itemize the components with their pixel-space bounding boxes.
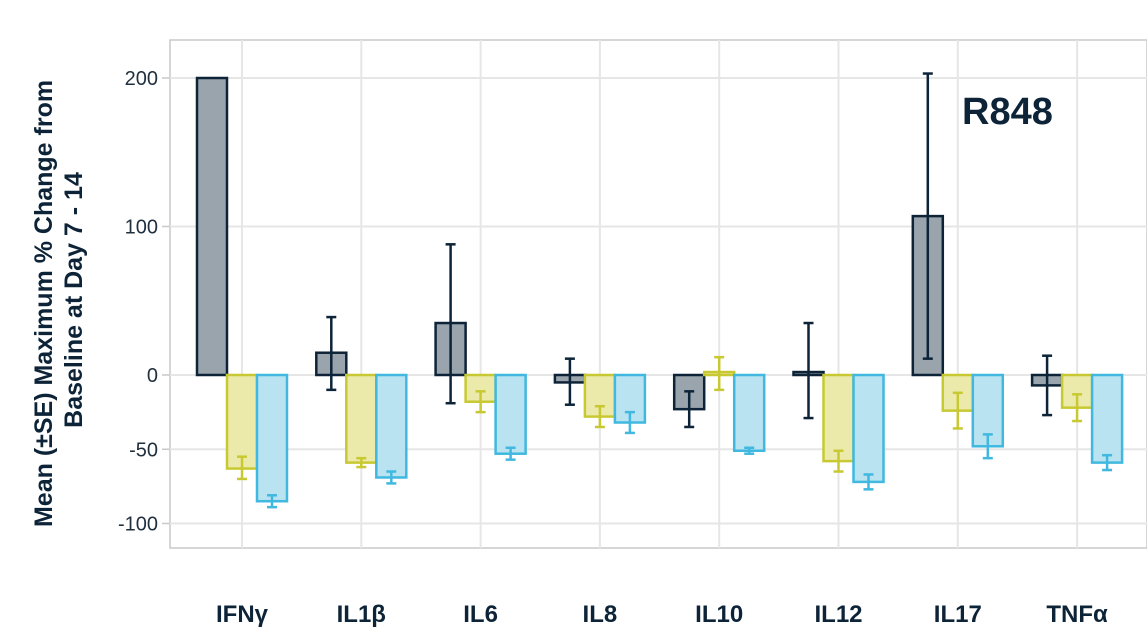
bar bbox=[732, 373, 766, 452]
category-label: IL1β bbox=[337, 601, 386, 628]
category-label: IL6 bbox=[463, 601, 498, 628]
y-axis-label-line-1: Mean (±SE) Maximum % Change from bbox=[30, 80, 58, 527]
y-tick-label: -50 bbox=[129, 439, 158, 461]
bar bbox=[494, 373, 527, 455]
category-label: IL8 bbox=[583, 601, 618, 628]
bar bbox=[1090, 373, 1124, 464]
bar bbox=[375, 373, 408, 479]
bar bbox=[345, 373, 378, 464]
category-label: IL12 bbox=[814, 601, 862, 628]
bar bbox=[255, 373, 289, 503]
error-bars bbox=[237, 72, 1113, 509]
bar bbox=[822, 373, 855, 463]
bar bbox=[195, 76, 229, 377]
bar bbox=[852, 373, 885, 484]
category-label: IL10 bbox=[695, 601, 743, 628]
grid bbox=[169, 39, 1147, 549]
y-tick-label: -100 bbox=[118, 514, 158, 536]
category-labels: IFNγ IL1β IL6 IL8 IL10 IL12 IL17 TNFα bbox=[216, 601, 1108, 628]
bar bbox=[225, 373, 259, 470]
category-label: IFNγ bbox=[216, 601, 269, 628]
y-axis-label: Mean (±SE) Maximum % Change from Baselin… bbox=[30, 73, 88, 527]
y-tick-labels: 200 100 0 -50 -100 bbox=[118, 68, 170, 536]
y-tick-label: 0 bbox=[147, 365, 158, 387]
chart-annotation: R848 bbox=[962, 91, 1053, 133]
category-label: TNFα bbox=[1046, 601, 1108, 628]
y-tick-label: 100 bbox=[125, 217, 158, 239]
y-tick-label: 200 bbox=[125, 68, 158, 90]
y-axis-label-line-2: Baseline at Day 7 - 14 bbox=[60, 172, 88, 428]
category-label: IL17 bbox=[934, 601, 982, 628]
plot-border bbox=[169, 39, 1147, 549]
